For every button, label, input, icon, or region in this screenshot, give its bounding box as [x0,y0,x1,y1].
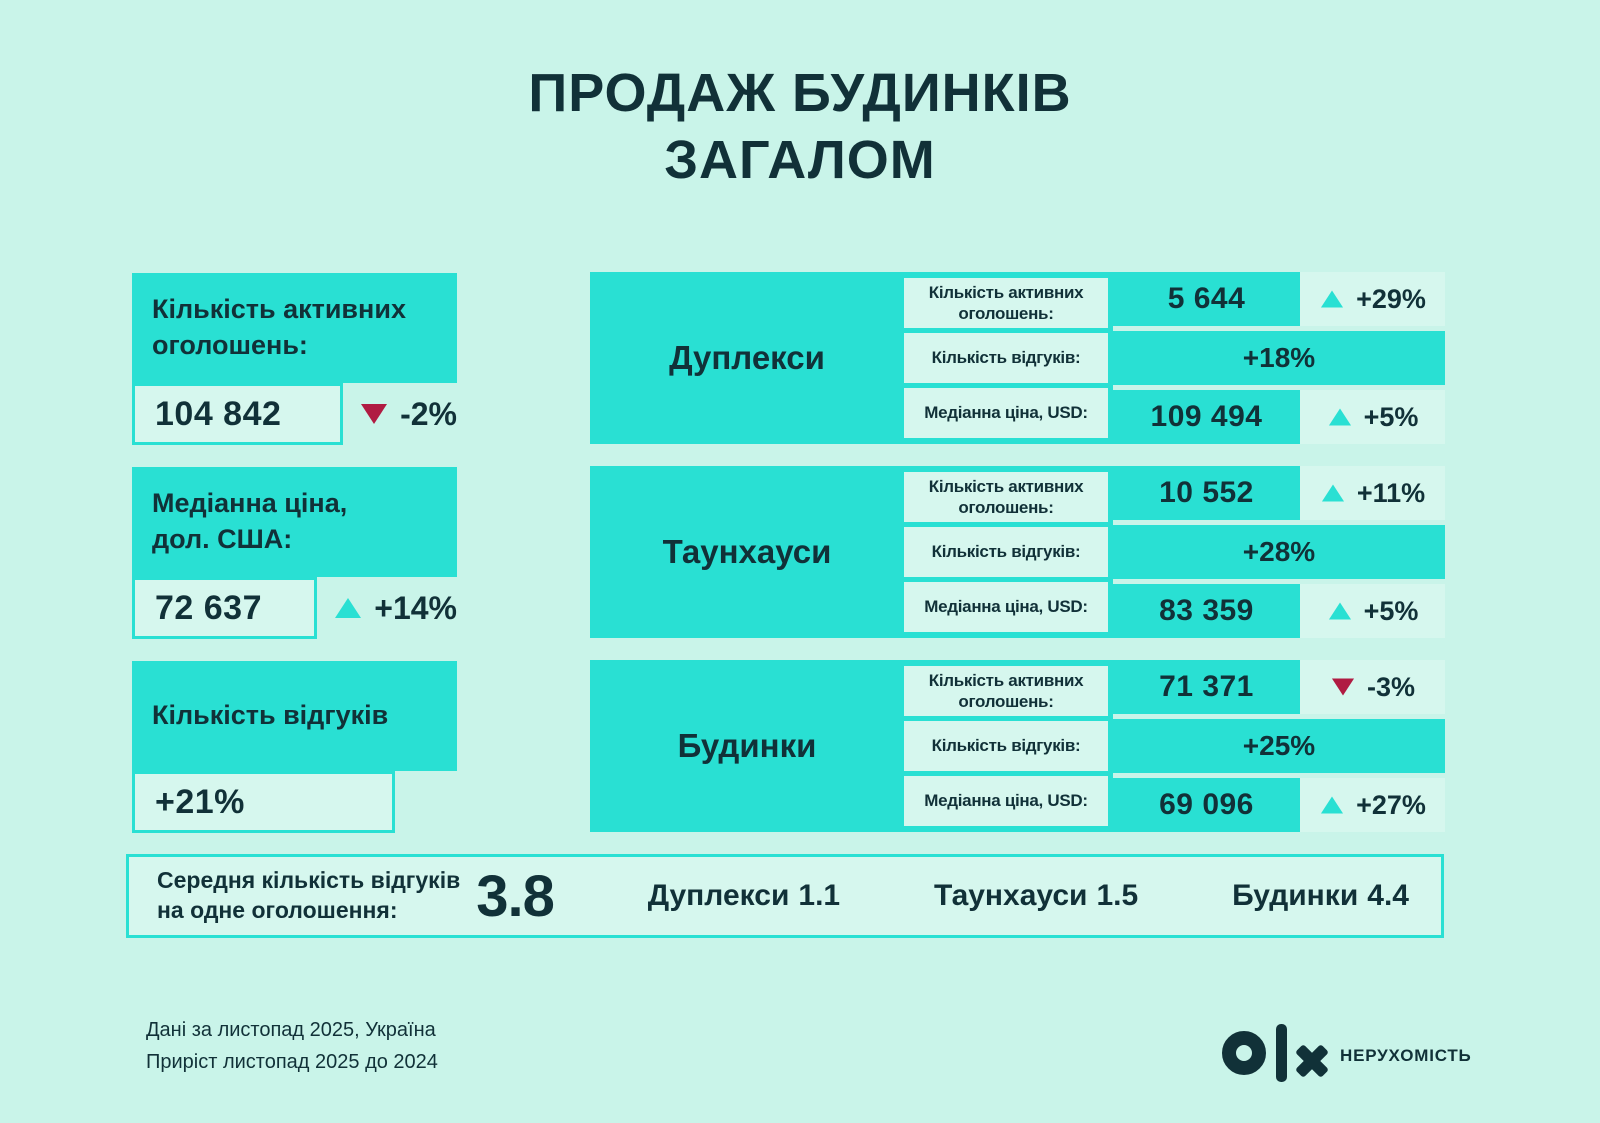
median-price-value: 109 494 [1113,390,1300,444]
active-listings-change: -3% [1300,660,1445,714]
card-responses-value: +21% [132,771,395,833]
label-median-price: Медіанна ціна, USD: [904,582,1108,632]
label-active-listings: Кількість активних оголошень: [904,666,1108,716]
active-listings-value: 71 371 [1113,660,1300,714]
average-responses-bar: Середня кількість відгуків на одне оголо… [126,854,1444,938]
triangle-down-icon [361,404,388,424]
olx-x-icon [1296,1045,1328,1077]
responses-change: +25% [1113,719,1445,773]
average-responses-overall: 3.8 [476,863,555,929]
footnote-line2: Приріст листопад 2025 до 2024 [146,1051,438,1073]
responses-change: +28% [1113,525,1445,579]
triangle-up-icon [335,598,362,618]
triangle-down-icon [1331,678,1355,696]
triangle-up-icon [1328,408,1351,426]
card-responses-label: Кількість відгуків [132,661,457,771]
page-title-line2: ЗАГАЛОМ [664,129,936,190]
olx-o-icon [1222,1031,1266,1075]
median-price-change: +27% [1300,778,1445,832]
label-responses: Кількість відгуків: [904,721,1108,771]
triangle-up-icon [1321,484,1344,502]
card-active-listings: Кількість активних оголошень: 104 842 -2… [132,273,457,445]
card-active-listings-label: Кількість активних оголошень: [132,273,457,383]
median-price-change: +5% [1300,390,1445,444]
triangle-up-icon [1328,602,1351,620]
label-active-listings: Кількість активних оголошень: [904,472,1108,522]
average-duplexes: Дуплекси 1.1 [647,879,841,912]
property-name: Будинки [677,727,817,764]
page-title: ПРОДАЖ БУДИНКІВ ЗАГАЛОМ [0,60,1600,194]
property-row-townhouses: Таунхауси Кількість активних оголошень: … [590,466,1445,638]
property-row-houses: Будинки Кількість активних оголошень: Кі… [590,660,1445,832]
average-townhouses: Таунхауси 1.5 [933,879,1139,912]
olx-logo: НЕРУХОМІСТЬ [1222,1022,1472,1084]
card-median-price-value: 72 637 [132,577,318,639]
responses-change: +18% [1113,331,1445,385]
label-active-listings: Кількість активних оголошень: [904,278,1108,328]
active-listings-change: +29% [1300,272,1445,326]
property-name: Дуплекси [669,339,825,376]
average-responses-label: Середня кількість відгуків на одне оголо… [157,867,461,923]
property-row-duplexes: Дуплекси Кількість активних оголошень: К… [590,272,1445,444]
label-responses: Кількість відгуків: [904,527,1108,577]
card-median-price: Медіанна ціна, дол. США: 72 637 +14% [132,467,457,639]
card-median-price-label: Медіанна ціна, дол. США: [132,467,457,577]
card-active-listings-value: 104 842 [132,383,344,445]
active-listings-value: 10 552 [1113,466,1300,520]
card-responses: Кількість відгуків +21% [132,661,457,833]
footnote: Дані за листопад 2025, Україна Приріст л… [146,1014,438,1078]
page-title-line1: ПРОДАЖ БУДИНКІВ [528,63,1072,123]
card-median-price-change: +14% [335,590,457,627]
label-median-price: Медіанна ціна, USD: [904,776,1108,826]
median-price-value: 83 359 [1113,584,1300,638]
average-houses: Будинки 4.4 [1232,879,1409,912]
median-price-change: +5% [1300,584,1445,638]
median-price-value: 69 096 [1113,778,1300,832]
active-listings-value: 5 644 [1113,272,1300,326]
triangle-up-icon [1321,290,1344,308]
label-responses: Кількість відгуків: [904,333,1108,383]
olx-l-bar-icon [1276,1024,1287,1082]
active-listings-change: +11% [1300,466,1445,520]
footnote-line1: Дані за листопад 2025, Україна [146,1019,436,1041]
label-median-price: Медіанна ціна, USD: [904,388,1108,438]
card-active-listings-change: -2% [361,396,457,433]
property-name: Таунхауси [662,533,832,570]
triangle-up-icon [1321,796,1344,814]
olx-brand-label: НЕРУХОМІСТЬ [1340,1046,1472,1065]
